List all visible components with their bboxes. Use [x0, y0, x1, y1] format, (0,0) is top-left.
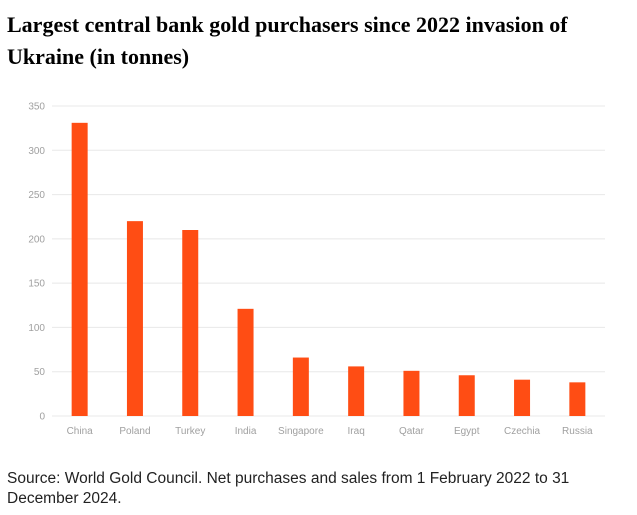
y-tick-label: 0: [39, 412, 45, 423]
y-tick-label: 150: [28, 279, 45, 290]
x-tick-label: Poland: [119, 426, 150, 437]
bars: [71, 122, 586, 417]
bar-turkey: [182, 230, 199, 416]
bar-egypt: [458, 375, 475, 416]
x-axis-ticks: China Poland Turkey India Singapore Iraq Qatar…: [67, 426, 593, 437]
bar-china: [71, 122, 88, 417]
x-tick-label: Singapore: [278, 426, 324, 437]
bar-poland: [126, 221, 143, 416]
bar-qatar: [403, 370, 420, 416]
x-tick-label: Egypt: [454, 426, 480, 437]
x-tick-label: Russia: [562, 426, 593, 437]
chart-title: Largest central bank gold purchasers sin…: [7, 12, 568, 69]
y-tick-label: 250: [28, 190, 45, 201]
x-tick-label: Czechia: [504, 426, 541, 437]
source-note: Source: World Gold Council. Net purchase…: [7, 470, 570, 507]
gridlines: [52, 105, 605, 417]
x-tick-label: China: [67, 426, 94, 437]
bar-singapore: [292, 357, 309, 416]
bar-czechia: [514, 379, 531, 416]
x-tick-label: Qatar: [399, 426, 425, 437]
y-tick-label: 50: [34, 367, 46, 378]
bar-russia: [569, 382, 586, 416]
bar-chart: 0 50 100 150 200 250 300 350 China Poland Turkey I…: [28, 102, 605, 437]
x-tick-label: Iraq: [348, 426, 365, 437]
x-tick-label: India: [235, 426, 257, 437]
bar-iraq: [348, 366, 365, 416]
y-tick-label: 350: [28, 102, 45, 113]
bar-india: [237, 308, 254, 416]
y-tick-label: 300: [28, 146, 45, 157]
x-tick-label: Turkey: [175, 426, 205, 437]
y-tick-label: 100: [28, 323, 45, 334]
y-tick-label: 200: [28, 234, 45, 245]
y-axis-ticks: 0 50 100 150 200 250 300 350: [28, 102, 45, 423]
